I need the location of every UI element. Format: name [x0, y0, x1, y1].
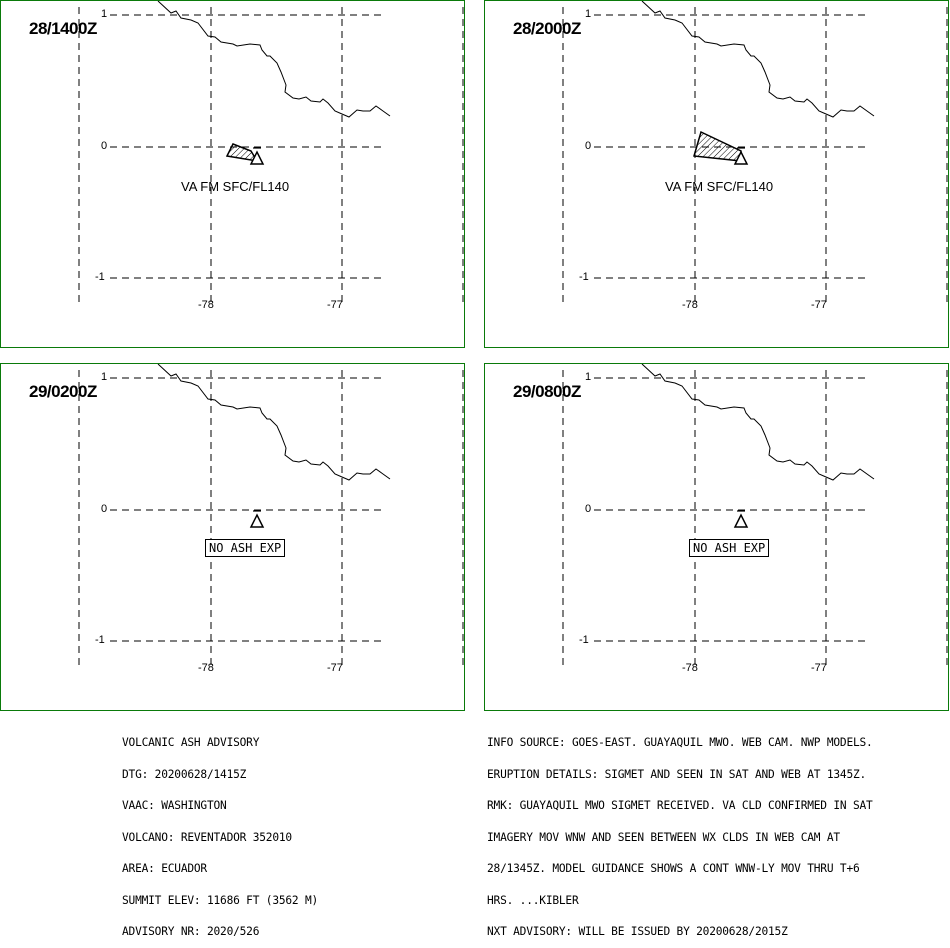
- latitude-label: -1: [95, 634, 105, 646]
- panel-time-label: 29/0800Z: [513, 382, 581, 401]
- advisory-line: VOLCANO: REVENTADOR 352010: [122, 830, 292, 844]
- latitude-label: -1: [579, 271, 589, 283]
- panel-time-label: 28/1400Z: [29, 19, 97, 38]
- latitude-label: 1: [101, 371, 108, 383]
- latitude-label: 0: [585, 503, 592, 515]
- forecast-panel-28-1400z: 28/1400Z 1 0 -1 -78 -77 VA FM SFC/FL140: [0, 0, 465, 348]
- advisory-line: RMK: GUAYAQUIL MWO SIGMET RECEIVED. VA C…: [487, 799, 873, 812]
- ash-altitude-label: VA FM SFC/FL140: [181, 179, 290, 194]
- advisory-line: DTG: 20200628/1415Z: [122, 767, 247, 781]
- latitude-label: 0: [585, 140, 592, 152]
- latitude-label: 1: [101, 8, 108, 20]
- coastline: [641, 1, 875, 118]
- latitude-label: -1: [579, 634, 589, 646]
- longitude-label: -78: [198, 299, 214, 311]
- volcano-triangle-icon: [249, 510, 265, 528]
- volcano-triangle-icon: [733, 510, 749, 528]
- longitude-label: -78: [682, 662, 698, 674]
- volcano-triangle-icon: [733, 147, 749, 165]
- map-svg: [78, 1, 464, 306]
- latitude-label: 1: [585, 8, 592, 20]
- advisory-line: IMAGERY MOV WNW AND SEEN BETWEEN WX CLDS…: [487, 830, 840, 844]
- latitude-label: 0: [101, 503, 108, 515]
- forecast-panel-28-2000z: 28/2000Z 1 0 -1 -78 -77 VA FM SFC/FL140: [484, 0, 949, 348]
- ash-cloud-polygon: [225, 143, 259, 163]
- longitude-label: -77: [811, 299, 827, 311]
- map-svg: [562, 1, 948, 306]
- advisory-line: SUMMIT ELEV: 11686 FT (3562 M): [122, 893, 319, 907]
- no-ash-expected-label: NO ASH EXP: [205, 539, 286, 557]
- advisory-header-block: VOLCANIC ASH ADVISORY DTG: 20200628/1415…: [122, 717, 318, 948]
- advisory-details-block: INFO SOURCE: GOES-EAST. GUAYAQUIL MWO. W…: [487, 717, 873, 948]
- advisory-line: HRS. ...KIBLER: [487, 893, 579, 907]
- latitude-label: 0: [101, 140, 108, 152]
- no-ash-expected-label: NO ASH EXP: [689, 539, 770, 557]
- ash-altitude-label: VA FM SFC/FL140: [665, 179, 774, 194]
- advisory-line: AREA: ECUADOR: [122, 862, 207, 875]
- latitude-label: 1: [585, 371, 592, 383]
- forecast-panel-29-0200z: 29/0200Z 1 0 -1 -78 -77 NO ASH EXP: [0, 363, 465, 711]
- advisory-line: ADVISORY NR: 2020/526: [122, 925, 260, 938]
- map-svg: [562, 364, 948, 669]
- longitude-label: -78: [198, 662, 214, 674]
- ash-cloud-polygon: [693, 130, 742, 162]
- advisory-line: NXT ADVISORY: WILL BE ISSUED BY 20200628…: [487, 925, 788, 938]
- forecast-panel-29-0800z: 29/0800Z 1 0 -1 -78 -77 NO ASH EXP: [484, 363, 949, 711]
- panel-time-label: 28/2000Z: [513, 19, 581, 38]
- coastline: [641, 364, 875, 481]
- advisory-line: ERUPTION DETAILS: SIGMET AND SEEN IN SAT…: [487, 767, 867, 781]
- advisory-line: 28/1345Z. MODEL GUIDANCE SHOWS A CONT WN…: [487, 862, 860, 875]
- advisory-line: INFO SOURCE: GOES-EAST. GUAYAQUIL MWO. W…: [487, 736, 873, 749]
- map-svg: [78, 364, 464, 669]
- volcano-triangle-icon: [249, 147, 265, 165]
- advisory-line: VOLCANIC ASH ADVISORY: [122, 736, 260, 749]
- latitude-label: -1: [95, 271, 105, 283]
- coastline: [157, 364, 391, 481]
- longitude-label: -77: [811, 662, 827, 674]
- coastline: [157, 1, 391, 118]
- panel-time-label: 29/0200Z: [29, 382, 97, 401]
- longitude-label: -77: [327, 299, 343, 311]
- longitude-label: -78: [682, 299, 698, 311]
- advisory-line: VAAC: WASHINGTON: [122, 799, 227, 812]
- longitude-label: -77: [327, 662, 343, 674]
